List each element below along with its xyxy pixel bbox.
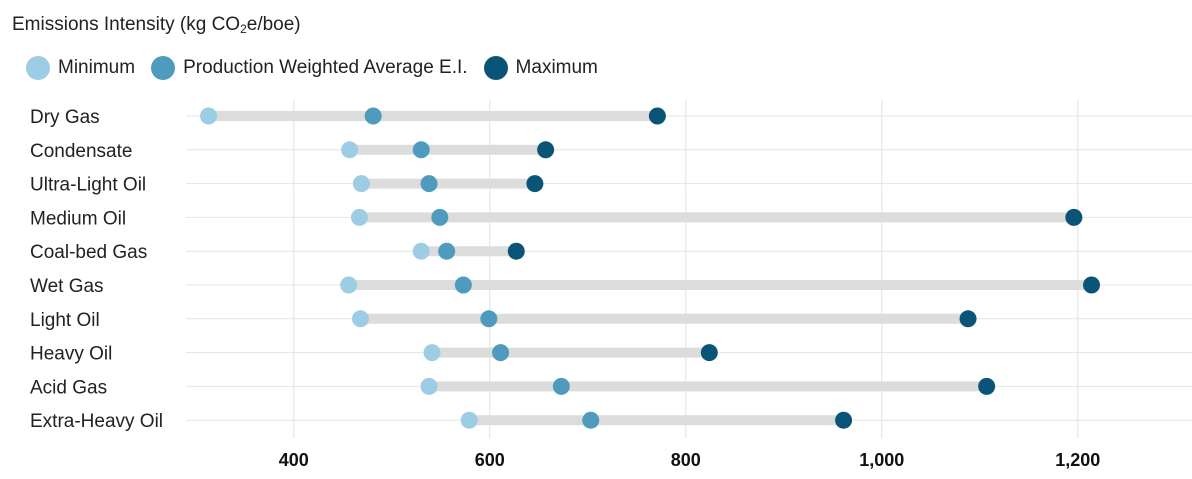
avg-dot [552,377,570,395]
x-tick-label-600: 600 [475,450,505,470]
avg-dot [492,344,510,362]
category-label: Heavy Oil [30,344,112,365]
max-dot [526,175,544,193]
category-label: Wet Gas [30,276,104,297]
category-label: Medium Oil [30,208,126,229]
x-tick-label-400: 400 [279,450,309,470]
legend-item-maximum: Maximum [483,56,598,80]
avg-dot [454,276,472,294]
legend-label-minimum: Minimum [58,57,136,78]
x-tick-label-800: 800 [671,450,701,470]
max-dot [978,377,996,395]
max-dot [1083,276,1101,294]
avg-dot [431,208,449,226]
min-dot [352,175,370,193]
min-dot [340,276,358,294]
legend-swatch-minimum [26,56,50,80]
category-label: Extra-Heavy Oil [30,411,163,432]
min-dot [350,208,368,226]
min-dot [423,344,441,362]
min-dot [341,141,359,159]
x-axis: 400 600 800 1,000 1,200 [279,450,1101,470]
legend-swatch-maximum [483,56,508,80]
min-dot [420,377,438,395]
min-dot [460,411,478,429]
legend-label-maximum: Maximum [515,57,598,78]
legend: Minimum Production Weighted Average E.I.… [26,56,614,80]
avg-dot [420,175,438,193]
avg-dot [364,107,382,125]
x-tick-label-1200: 1,200 [1055,450,1100,470]
x-tick-label-1000: 1,000 [859,450,904,470]
chart-title: Emissions Intensity (kg CO2e/boe) [12,14,301,36]
avg-dot [412,141,430,159]
max-dot [959,310,977,328]
max-dot [835,411,853,429]
max-dot [648,107,666,125]
avg-dot [582,411,600,429]
avg-dot [480,310,498,328]
category-label: Ultra-Light Oil [30,175,146,196]
legend-item-average: Production Weighted Average E.I. [151,56,468,80]
avg-dot [438,242,456,260]
category-label: Coal-bed Gas [30,242,147,263]
category-label: Dry Gas [30,107,100,128]
max-dot [537,141,555,159]
min-dot [351,310,369,328]
rows: Dry Gas Condensate Ultra-Light Oil Medium O… [30,107,1101,432]
max-dot [700,344,718,362]
category-label: Acid Gas [30,377,107,398]
legend-item-minimum: Minimum [26,56,135,80]
legend-label-average: Production Weighted Average E.I. [183,57,468,78]
category-label: Light Oil [30,310,100,331]
legend-swatch-average [151,56,176,80]
category-label: Condensate [30,141,132,162]
max-dot [507,242,525,260]
max-dot [1065,208,1083,226]
min-dot [412,242,430,260]
min-dot [200,107,218,125]
